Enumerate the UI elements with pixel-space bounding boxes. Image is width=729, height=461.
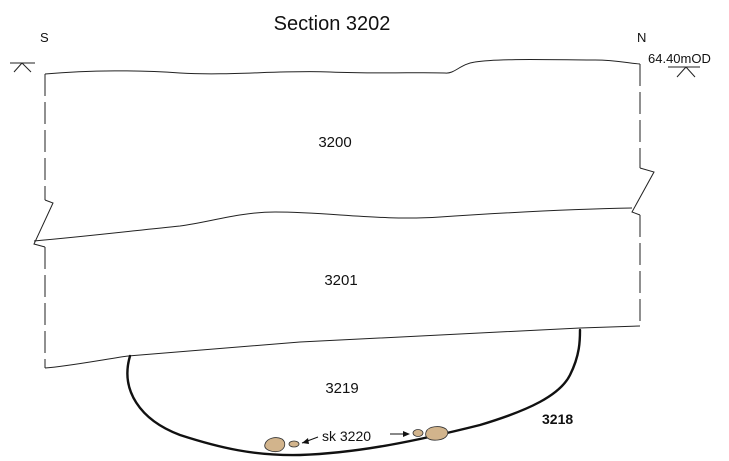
layer-3200-label: 3200 [318,134,351,151]
bone-fragment [412,429,424,437]
bone-fragment [425,426,449,441]
cut-3218-line [126,328,582,457]
orientation-north-label: N [637,30,646,45]
section-title: Section 3202 [274,13,391,35]
layer-3201-label: 3201 [324,272,357,289]
left-pointer-arrow-icon [301,436,319,444]
datum-height-label: 64.40mOD [648,51,711,66]
boundary-3200-3201 [33,207,633,242]
boundary-3201-base [44,325,641,369]
skeleton-3220-bones [264,426,449,452]
cut-3218-label: 3218 [542,411,573,427]
fill-3219-label: 3219 [325,380,358,397]
orientation-south-label: S [40,30,49,45]
right-slump-kink [631,167,655,216]
right-datum-marker-icon [668,66,700,78]
ground-surface-line [44,59,641,75]
left-slump-kink [33,199,54,248]
bone-fragment [288,440,300,448]
right-pointer-arrow-icon [390,431,410,437]
skeleton-3220-label: sk 3220 [322,428,371,444]
bone-fragment [264,437,286,452]
left-datum-marker-icon [10,62,35,73]
